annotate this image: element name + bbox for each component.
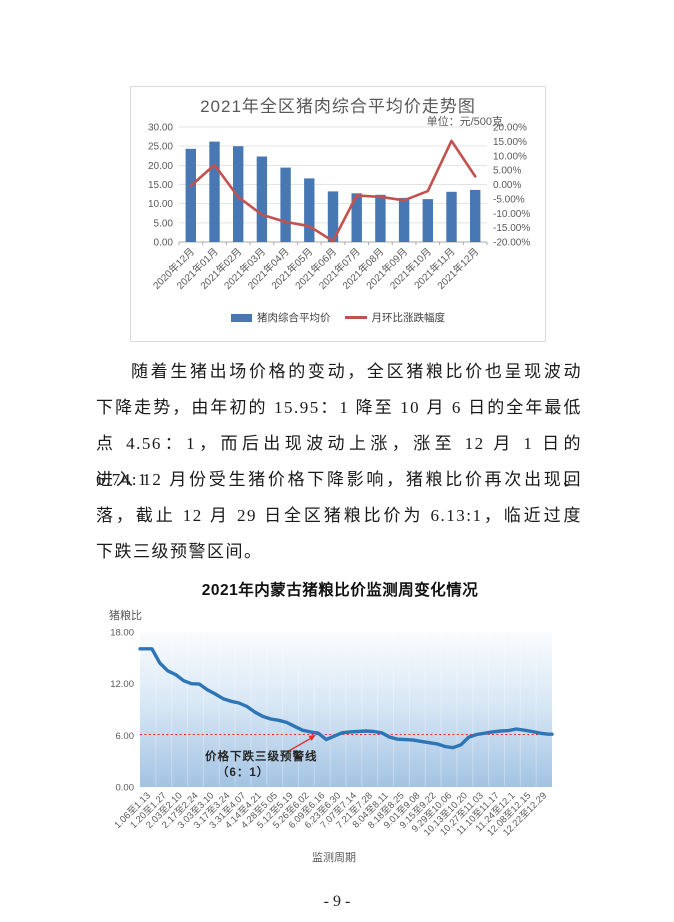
x-axis-labels: 1.06至1.131.20至1.272.03至2.102.17至2.243.03…	[112, 790, 549, 838]
plot-background	[140, 632, 552, 787]
svg-text:15.00: 15.00	[148, 180, 173, 191]
paragraph-line: 进入 12 月份受生猪价格下降影响，猪粮比价再次出现回	[96, 470, 582, 489]
price-bar	[351, 193, 362, 242]
paragraph-line: 落，截止 12 月 29 日全区猪粮比价为 6.13:1，临近过度	[96, 506, 582, 525]
ratio-plot: 猪粮比 18.00 12.00 6.00 0.00 价格下跌三级预警线 （6：1） 1.06至…	[109, 608, 554, 864]
price-bar	[304, 178, 315, 242]
price-bar	[256, 156, 268, 242]
paragraph-line: 下跌三级预警区间。	[96, 542, 263, 561]
svg-text:5.00%: 5.00%	[493, 166, 521, 177]
body-paragraph: 随着生猪出场价格的变动，全区猪粮比价也呈现波动 下降走势，由年初的 15.95：…	[96, 354, 582, 570]
price-bar	[446, 191, 457, 242]
y-axis-title: 猪粮比	[109, 608, 142, 622]
price-bar	[209, 141, 220, 242]
svg-text:0.00%: 0.00%	[493, 180, 521, 191]
bar-series-swatch	[231, 313, 252, 322]
price-bar	[375, 194, 386, 242]
vertical-gridlines	[155, 632, 537, 787]
pork-price-trend-chart: 2021年全区猪肉综合平均价走势图 单位：元/500克 30.00 25.00 20…	[130, 86, 546, 342]
svg-text:30.00: 30.00	[148, 123, 173, 134]
svg-text:价格下跌三级预警线: 价格下跌三级预警线	[205, 749, 318, 763]
y-axis-ticks: 18.00 12.00 6.00 0.00	[110, 628, 134, 794]
svg-text:-5.00%: -5.00%	[493, 194, 525, 205]
svg-text:-15.00%: -15.00%	[493, 223, 530, 234]
price-bar	[280, 167, 291, 242]
price-bar	[422, 199, 433, 242]
svg-text:10.00: 10.00	[148, 199, 173, 210]
left-axis-ticks: 30.00 25.00 20.00 15.00 10.00 5.00 0.00	[148, 123, 173, 249]
page-number: - 9 -	[323, 893, 351, 910]
line-series-label: 月环比涨跌幅度	[371, 312, 446, 324]
svg-text:12.00: 12.00	[110, 679, 134, 690]
svg-text:6.00: 6.00	[116, 731, 135, 742]
svg-text:5.00: 5.00	[154, 218, 174, 229]
x-axis-labels: 2020年12月2021年01月2021年02月2021年03月2021年04月…	[150, 245, 481, 292]
chart-unit-label: 单位：元/500克	[426, 116, 503, 128]
right-axis-ticks: 20.00% 15.00% 10.00% 5.00% 0.00% -5.00% -10.00…	[493, 123, 530, 249]
price-bars	[185, 141, 481, 242]
chart-title: 2021年全区猪肉综合平均价走势图	[200, 97, 476, 116]
price-bar	[398, 197, 410, 242]
price-bar	[327, 191, 339, 242]
ratio-line	[138, 647, 554, 750]
svg-text:20.00%: 20.00%	[493, 123, 527, 134]
warning-annotation: 价格下跌三级预警线 （6：1）	[205, 734, 318, 779]
svg-text:0.00: 0.00	[116, 783, 135, 794]
svg-text:（6：1）: （6：1）	[217, 765, 269, 779]
svg-text:15.00%: 15.00%	[493, 137, 527, 148]
paragraph-line: 下降走势，由年初的 15.95：1 降至 10 月 6 日的全年最低	[96, 398, 582, 417]
svg-text:20.00: 20.00	[148, 161, 173, 172]
price-bar	[185, 148, 196, 242]
pork-price-plot: 30.00 25.00 20.00 15.00 10.00 5.00 0.00 20.00% 1…	[148, 123, 530, 292]
svg-text:25.00: 25.00	[148, 142, 173, 153]
svg-text:0.00: 0.00	[154, 238, 174, 249]
price-bar	[233, 146, 244, 242]
x-axis-title: 监测周期	[312, 851, 356, 864]
mom-change-line	[189, 139, 477, 243]
pig-grain-ratio-chart: 猪粮比 18.00 12.00 6.00 0.00 价格下跌三级预警线 （6：1） 1.06至…	[95, 603, 585, 889]
svg-text:18.00: 18.00	[110, 628, 134, 639]
price-bar	[470, 189, 481, 242]
paragraph-line: 随着生猪出场价格的变动，全区猪粮比价也呈现波动	[131, 362, 582, 381]
svg-text:-20.00%: -20.00%	[493, 238, 530, 249]
annotation-arrow-icon	[308, 734, 316, 741]
chart-legend: 猪肉综合平均价 月环比涨跌幅度	[131, 310, 545, 325]
svg-text:-10.00%: -10.00%	[493, 209, 530, 220]
line-series-swatch	[344, 316, 367, 319]
bar-series-label: 猪肉综合平均价	[257, 312, 331, 324]
ratio-chart-title: 2021年内蒙古猪粮比价监测周变化情况	[201, 582, 479, 599]
svg-text:10.00%: 10.00%	[493, 151, 527, 162]
paragraph-line: 点 4.56：1，而后出现波动上涨，涨至 12 月 1 日的 6.74:1。	[96, 434, 582, 489]
